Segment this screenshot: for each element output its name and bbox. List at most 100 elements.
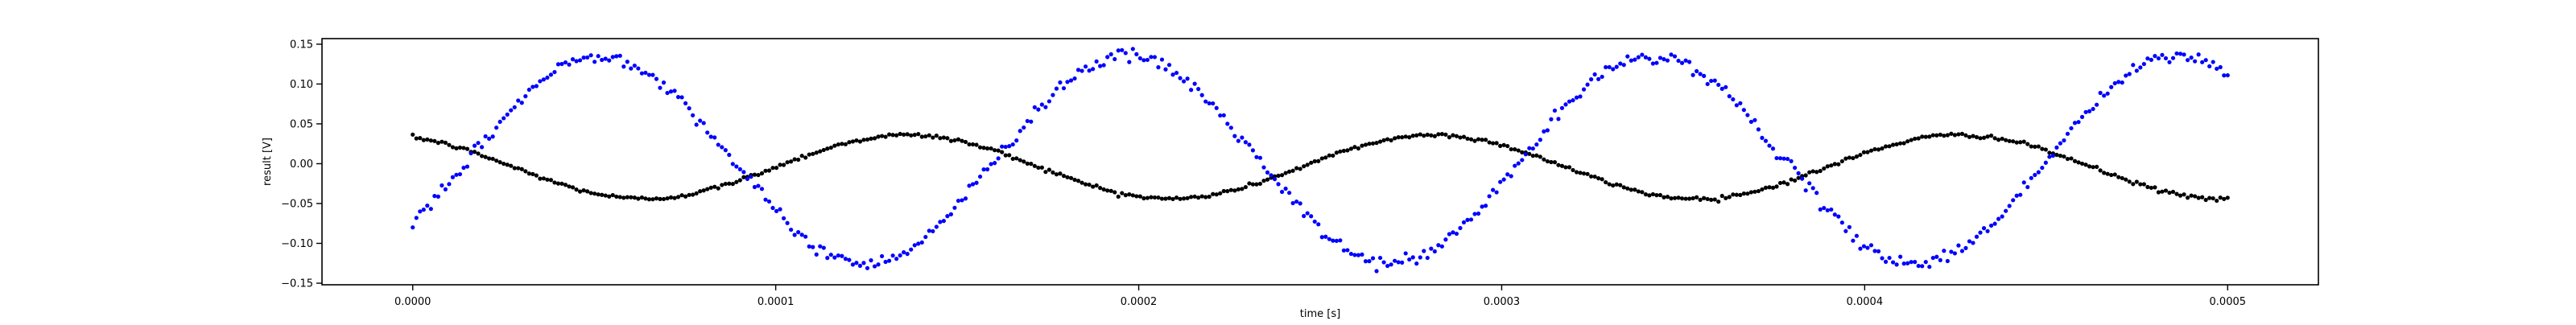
data-point (476, 141, 481, 146)
data-point (2127, 72, 2132, 76)
data-point (770, 166, 775, 171)
data-point (1763, 185, 1769, 190)
data-point (828, 253, 833, 257)
data-point (2141, 182, 2146, 187)
data-point (1752, 117, 1757, 122)
data-point (1290, 168, 1295, 173)
data-point (1429, 246, 1434, 251)
data-point (1712, 78, 1717, 83)
data-point (1567, 165, 1572, 170)
data-point (759, 187, 765, 191)
data-point (654, 76, 659, 81)
data-point (701, 188, 706, 193)
data-point (854, 261, 859, 265)
y-axis-label: result [V] (262, 138, 274, 186)
data-point (2047, 150, 2052, 155)
data-point (1218, 191, 1223, 195)
data-point (1422, 134, 1426, 138)
data-point (607, 58, 612, 63)
data-point (1294, 166, 1299, 171)
data-point (811, 151, 815, 156)
data-point (1127, 192, 1132, 197)
data-point (708, 134, 713, 139)
data-point (2207, 195, 2212, 200)
data-point (993, 148, 997, 153)
data-point (1334, 150, 1339, 155)
data-point (679, 95, 684, 100)
data-point (516, 98, 521, 103)
data-point (1218, 113, 1223, 118)
data-point (1472, 212, 1477, 216)
y-tick-label: 0.10 (290, 79, 313, 91)
data-point (1265, 177, 1270, 182)
data-point (1843, 228, 1848, 233)
data-point (752, 172, 758, 177)
data-point (1108, 51, 1113, 57)
data-point (741, 175, 746, 179)
data-point (894, 133, 899, 138)
data-point (1203, 99, 1208, 104)
data-point (861, 138, 866, 142)
data-point (1898, 141, 1903, 146)
data-point (981, 167, 986, 172)
data-point (1265, 170, 1270, 175)
data-point (1192, 194, 1197, 199)
data-point (2043, 147, 2048, 152)
data-point (534, 84, 539, 88)
data-point (1814, 170, 1819, 175)
data-point (1534, 153, 1539, 158)
data-point (2036, 144, 2041, 149)
data-point (552, 180, 557, 185)
data-point (1996, 138, 2001, 142)
data-point (1621, 63, 1626, 68)
data-point (1298, 201, 1302, 206)
data-point (1552, 160, 1558, 165)
data-point (1345, 248, 1350, 253)
data-point (902, 132, 906, 137)
data-point (1803, 188, 1808, 193)
data-point (1611, 67, 1616, 72)
data-point (2145, 184, 2150, 190)
data-point (1196, 87, 1201, 92)
data-point (1563, 165, 1568, 170)
data-point (1781, 180, 1786, 185)
data-point (2102, 93, 2107, 98)
data-point (1920, 264, 1925, 269)
data-point (1389, 138, 1393, 142)
data-point (2196, 195, 2201, 200)
data-point (2033, 172, 2037, 178)
data-point (1793, 178, 1798, 183)
data-point (1847, 224, 1852, 229)
data-point (938, 220, 943, 224)
data-point (803, 234, 808, 239)
data-point (1574, 95, 1579, 100)
data-point (1363, 142, 1368, 147)
data-point (1891, 142, 1896, 147)
data-point (1243, 184, 1248, 190)
series-black-signal (411, 131, 2230, 204)
data-point (1559, 105, 1565, 110)
data-point (796, 157, 801, 162)
data-point (938, 136, 943, 141)
data-point (1702, 73, 1707, 78)
data-point (828, 145, 833, 150)
data-point (2141, 61, 2146, 67)
data-point (1247, 181, 1252, 186)
data-point (1927, 134, 1932, 139)
data-point (1760, 135, 1765, 140)
data-point (2182, 52, 2186, 57)
data-point (840, 253, 844, 258)
data-point (1690, 72, 1695, 77)
data-point (1003, 153, 1008, 158)
data-point (963, 196, 968, 201)
data-point (931, 228, 935, 234)
data-point (1166, 63, 1172, 68)
data-point (1290, 200, 1295, 206)
data-point (1818, 168, 1823, 174)
data-point (1581, 87, 1587, 92)
data-point (1505, 143, 1510, 149)
data-point (1952, 133, 1958, 138)
data-point (1686, 60, 1692, 64)
data-point (1967, 239, 1972, 244)
data-point (909, 247, 914, 252)
